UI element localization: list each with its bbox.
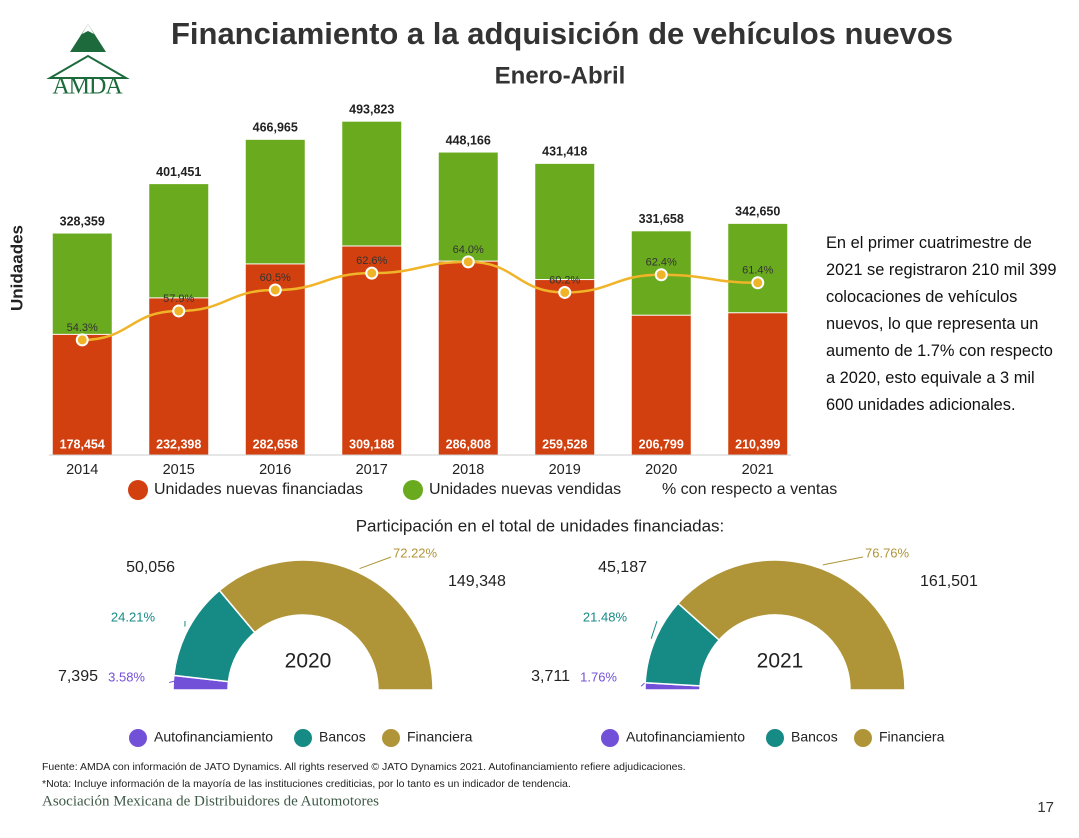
count-label: 50,056 [126, 559, 175, 576]
legend-swatch [128, 480, 148, 500]
footer-note: *Nota: Incluye información de la mayoría… [42, 778, 571, 790]
bar [437, 260, 499, 456]
summary-text: En el primer cuatrimestre de 2021 se reg… [826, 234, 1057, 414]
donut-section-title: Participación en el total de unidades fi… [356, 516, 725, 535]
line-point [654, 268, 668, 282]
bar-label: 259,528 [542, 437, 587, 451]
donut-segment [677, 559, 906, 691]
logo-text: AMDA [52, 74, 123, 100]
legend-swatch [129, 729, 147, 747]
bar-label: 206,799 [639, 437, 684, 451]
legend-swatch [382, 729, 400, 747]
logo-mountain [70, 24, 106, 52]
line-point [461, 255, 475, 269]
share-label: 24.21% [111, 609, 156, 624]
legend-label: % con respecto a ventas [662, 481, 837, 498]
legend-label: Bancos [791, 729, 838, 745]
x-tick-label: 2019 [549, 462, 581, 478]
bar [51, 333, 113, 456]
line-point [751, 276, 765, 290]
legend-swatch [294, 729, 312, 747]
line-label: 61.4% [742, 265, 773, 277]
share-label: 21.48% [583, 609, 628, 624]
logo: AMDA [46, 24, 130, 100]
line-label: 60.5% [260, 272, 291, 284]
bar-total-label: 328,359 [60, 214, 105, 228]
share-label: 1.76% [580, 669, 617, 684]
x-tick-label: 2014 [66, 462, 98, 478]
line-point [75, 333, 89, 347]
count-label: 149,348 [448, 573, 506, 590]
count-label: 161,501 [920, 573, 978, 590]
bar-label: 286,808 [446, 437, 491, 451]
y-axis-label: Unidaades [7, 225, 26, 311]
bar-label: 282,658 [253, 437, 298, 451]
share-label: 76.76% [865, 545, 910, 560]
bar-total-label: 401,451 [156, 165, 201, 179]
bar-label: 232,398 [156, 437, 201, 451]
legend-label: Financiera [879, 729, 945, 745]
line-label: 62.6% [356, 255, 387, 267]
legend-swatch [403, 480, 423, 500]
share-label: 72.22% [393, 545, 438, 560]
donut-title: 2021 [757, 650, 804, 673]
bar-label: 178,454 [60, 437, 105, 451]
legend-label: Bancos [319, 729, 366, 745]
line-point [365, 266, 379, 280]
legend-label: Financiera [407, 729, 473, 745]
x-tick-label: 2021 [742, 462, 774, 478]
x-tick-label: 2015 [163, 462, 195, 478]
chart-subtitle: Enero-Abril [495, 62, 626, 89]
line-point [268, 283, 282, 297]
bar-total-label: 331,658 [639, 212, 684, 226]
legend-label: Unidades nuevas vendidas [429, 481, 621, 498]
x-tick-label: 2020 [645, 462, 677, 478]
line-label: 57.9% [163, 293, 194, 305]
line-point [558, 285, 572, 299]
count-label: 7,395 [58, 668, 98, 685]
count-label: 3,711 [531, 668, 570, 685]
logo-peak [82, 24, 94, 34]
bar-total-label: 493,823 [349, 102, 394, 116]
line-point [172, 304, 186, 318]
footer-source: Fuente: AMDA con información de JATO Dyn… [42, 761, 686, 773]
bar [727, 312, 789, 456]
footer-association: Asociación Mexicana de Distribuidores de… [42, 793, 379, 809]
chart-title: Financiamiento a la adquisición de vehíc… [171, 16, 953, 51]
leader-line [650, 620, 658, 639]
bar-label: 210,399 [735, 437, 780, 451]
x-tick-label: 2016 [259, 462, 291, 478]
donut-title: 2020 [285, 650, 332, 673]
legend-swatch [854, 729, 872, 747]
leader-line [359, 556, 392, 570]
donut-segment [218, 559, 434, 691]
bar [630, 314, 692, 456]
count-label: 45,187 [598, 559, 647, 576]
bar-total-label: 342,650 [735, 205, 780, 219]
line-label: 62.4% [646, 257, 677, 269]
share-label: 3.58% [108, 669, 145, 684]
line-label: 60.2% [549, 274, 580, 286]
bar [534, 279, 596, 456]
page-number: 17 [1037, 799, 1054, 816]
leader-line [822, 556, 864, 566]
line-label: 64.0% [453, 244, 484, 256]
bar-total-label: 448,166 [446, 133, 491, 147]
line-label: 54.3% [67, 322, 98, 334]
bar-total-label: 431,418 [542, 145, 587, 159]
logo-ridge [46, 54, 130, 79]
bar-total-label: 466,965 [253, 121, 298, 135]
leader-line [169, 680, 176, 683]
x-tick-label: 2018 [452, 462, 484, 478]
bar [148, 297, 210, 456]
bar-label: 309,188 [349, 437, 394, 451]
legend-label: Autofinanciamiento [626, 729, 745, 745]
legend-label: Autofinanciamiento [154, 729, 273, 745]
x-tick-label: 2017 [356, 462, 388, 478]
legend-label: Unidades nuevas financiadas [154, 481, 363, 498]
legend-swatch [766, 729, 784, 747]
legend-swatch [601, 729, 619, 747]
